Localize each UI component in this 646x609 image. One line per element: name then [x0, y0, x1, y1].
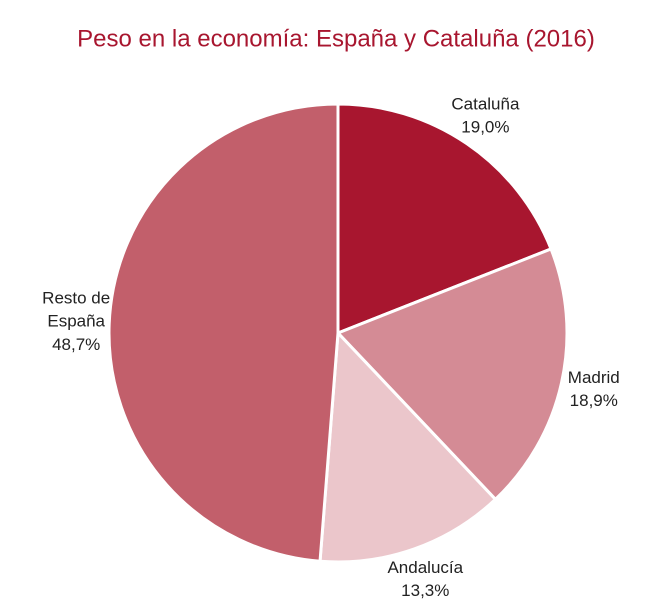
pie-slice	[107, 102, 340, 563]
label-line: Resto de	[42, 289, 110, 308]
slice-label: Andalucía	[387, 558, 463, 577]
pie-slice	[318, 329, 498, 564]
slice-label: Resto de España	[42, 289, 110, 331]
value-label: 18,9%	[570, 391, 618, 410]
value-label: 19,0%	[461, 117, 509, 136]
slice-label: Madrid	[568, 368, 620, 387]
pie-slice	[335, 247, 569, 502]
pie-slice	[336, 102, 553, 336]
value-label: 48,7%	[52, 335, 100, 354]
chart-title: Peso en la economía: España y Cataluña (…	[77, 25, 595, 52]
value-label: 13,3%	[401, 581, 449, 600]
slice-label: Cataluña	[451, 94, 520, 113]
label-line: España	[47, 312, 105, 331]
